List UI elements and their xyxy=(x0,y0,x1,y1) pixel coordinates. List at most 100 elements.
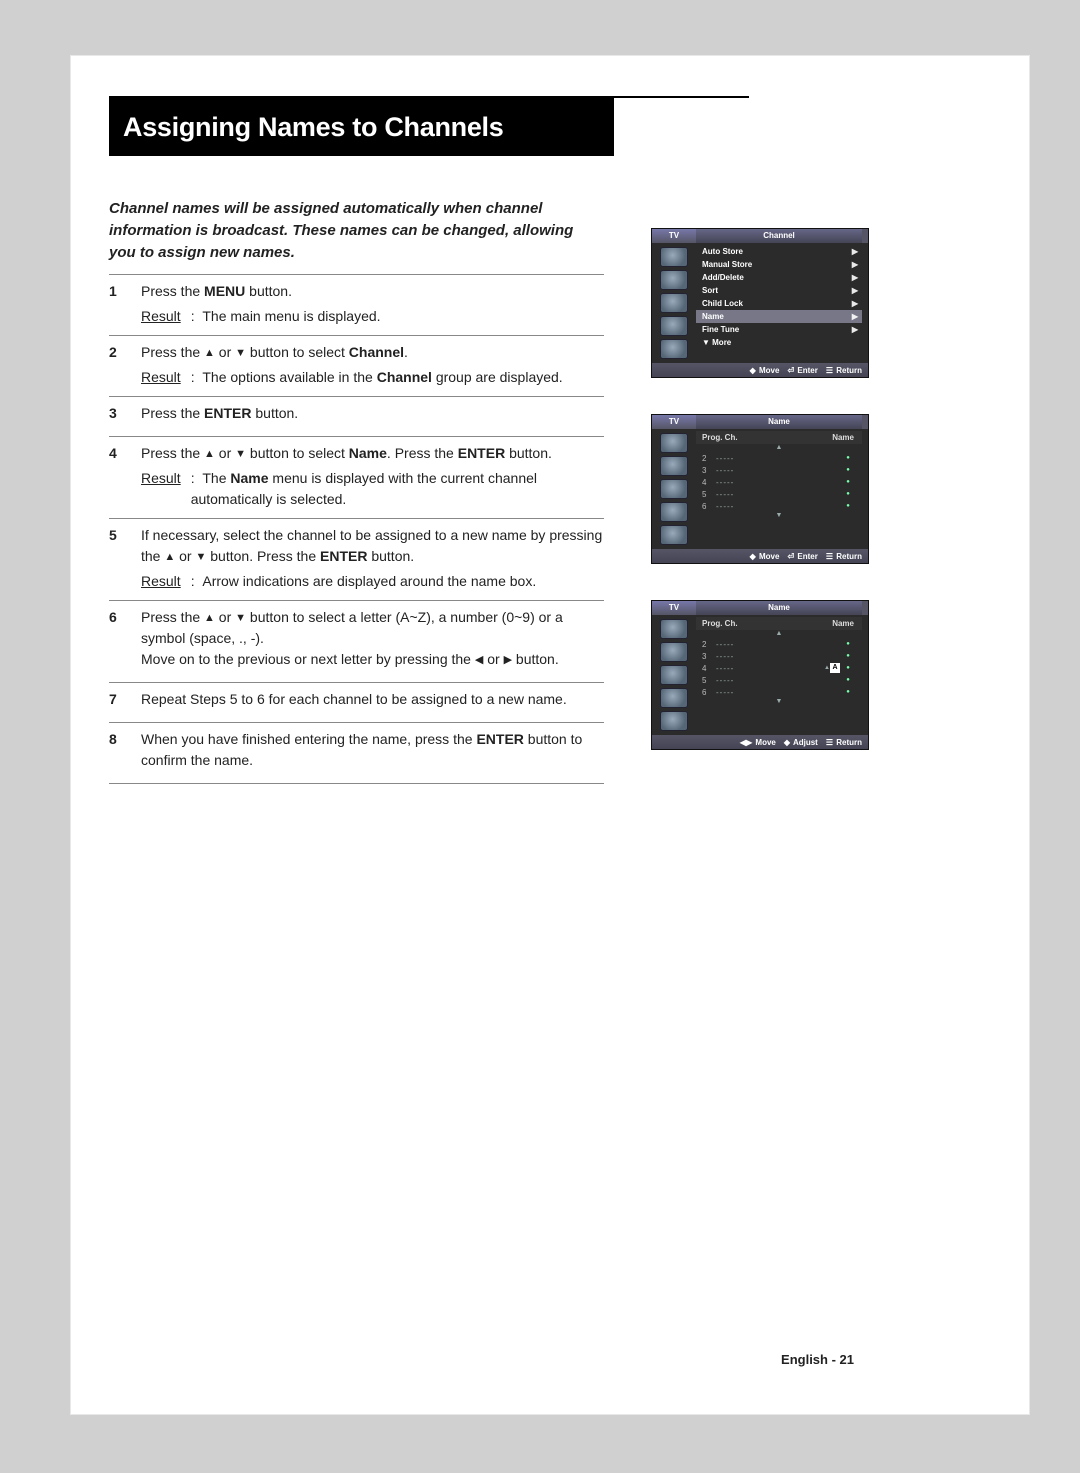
step-result: Result : The main menu is displayed. xyxy=(141,306,604,327)
osd-sidebar-icons xyxy=(652,429,696,549)
step-body: When you have finished entering the name… xyxy=(141,729,604,775)
step-number: 3 xyxy=(109,403,125,428)
channel-row: 3-----● xyxy=(702,650,856,662)
osd-sidebar-icons xyxy=(652,615,696,735)
osd-menu-item: Name▶ xyxy=(696,310,862,323)
osd-tv-label: TV xyxy=(652,415,696,429)
col-name: Name xyxy=(832,619,854,628)
osd-hint: ☰ Return xyxy=(826,738,862,747)
category-icon xyxy=(660,456,688,476)
step-instruction: Press the MENU button. xyxy=(141,281,604,302)
step-number: 4 xyxy=(109,443,125,510)
scroll-down-icon: ▼ xyxy=(696,698,862,706)
step-instruction: Press the ▲ or ▼ button to select Channe… xyxy=(141,342,604,363)
osd-title: Channel xyxy=(696,229,862,243)
osd-menu-item: Child Lock▶ xyxy=(696,297,862,310)
step-instruction: Press the ▲ or ▼ button to select a lett… xyxy=(141,607,604,670)
osd-tv-label: TV xyxy=(652,229,696,243)
channel-row: 6-----● xyxy=(702,686,856,698)
intro-text: Channel names will be assigned automatic… xyxy=(109,198,594,263)
osd-hint: ⏎ Enter xyxy=(787,366,817,375)
step-row: 3 Press the ENTER button. xyxy=(109,396,604,436)
step-number: 5 xyxy=(109,525,125,592)
channel-row: 5-----● xyxy=(702,488,856,500)
category-icon xyxy=(660,619,688,639)
result-label: Result xyxy=(141,306,181,327)
osd-menu-item: ▼ More xyxy=(696,336,862,349)
step-body: If necessary, select the channel to be a… xyxy=(141,525,604,592)
osd-hint: ◆ Move xyxy=(750,366,780,375)
result-text: : The Name menu is displayed with the cu… xyxy=(191,468,604,510)
result-text: : The options available in the Channel g… xyxy=(191,367,563,388)
step-number: 1 xyxy=(109,281,125,327)
result-text: : The main menu is displayed. xyxy=(191,306,381,327)
channel-row: 5-----● xyxy=(702,674,856,686)
result-text: : Arrow indications are displayed around… xyxy=(191,571,537,592)
osd-hint: ◆ Adjust xyxy=(784,738,818,747)
category-icon xyxy=(660,502,688,522)
step-body: Press the ENTER button. xyxy=(141,403,604,428)
step-row: 1 Press the MENU button. Result : The main … xyxy=(109,274,604,335)
category-icon xyxy=(660,525,688,545)
step-number: 2 xyxy=(109,342,125,388)
step-body: Repeat Steps 5 to 6 for each channel to … xyxy=(141,689,604,714)
step-instruction: When you have finished entering the name… xyxy=(141,729,604,771)
step-result: Result : The options available in the Cha… xyxy=(141,367,604,388)
step-row: 5 If necessary, select the channel to be … xyxy=(109,518,604,600)
osd-menu-item: Auto Store▶ xyxy=(696,245,862,258)
channel-row: 2-----● xyxy=(702,638,856,650)
osd-menu-item: Manual Store▶ xyxy=(696,258,862,271)
osd-name-menu: TV Name Prog. Ch. Name ▲ xyxy=(651,414,869,564)
channel-row: 4-----▲ A ● xyxy=(702,662,856,674)
step-number: 6 xyxy=(109,607,125,674)
category-icon xyxy=(660,479,688,499)
page-title: Assigning Names to Channels xyxy=(109,98,614,156)
scroll-down-icon: ▼ xyxy=(696,512,862,520)
step-instruction: Press the ENTER button. xyxy=(141,403,604,424)
step-row: 4 Press the ▲ or ▼ button to select Name.… xyxy=(109,436,604,518)
step-body: Press the MENU button. Result : The main m… xyxy=(141,281,604,327)
category-icon xyxy=(660,339,688,359)
page-footer: English - 21 xyxy=(781,1352,854,1367)
category-icon xyxy=(660,665,688,685)
step-instruction: Repeat Steps 5 to 6 for each channel to … xyxy=(141,689,604,710)
step-result: Result: The Name menu is displayed with … xyxy=(141,468,604,510)
category-icon xyxy=(660,316,688,336)
name-edit-box: A xyxy=(830,663,840,673)
osd-menu-item: Add/Delete▶ xyxy=(696,271,862,284)
osd-hint: ☰ Return xyxy=(826,552,862,561)
steps-list: 1 Press the MENU button. Result : The main … xyxy=(109,274,604,784)
col-name: Name xyxy=(832,433,854,442)
step-row: 2 Press the ▲ or ▼ button to select Chann… xyxy=(109,335,604,396)
channel-row: 3-----● xyxy=(702,464,856,476)
result-label: Result xyxy=(141,367,181,388)
col-prog: Prog. Ch. xyxy=(702,433,738,442)
osd-menu-item: Fine Tune▶ xyxy=(696,323,862,336)
osd-sidebar-icons xyxy=(652,243,696,363)
col-prog: Prog. Ch. xyxy=(702,619,738,628)
osd-name-edit-menu: TV Name Prog. Ch. Name ▲ xyxy=(651,600,869,750)
step-row: 7Repeat Steps 5 to 6 for each channel to… xyxy=(109,682,604,722)
channel-row: 6-----● xyxy=(702,500,856,512)
channel-row: 4-----● xyxy=(702,476,856,488)
step-number: 8 xyxy=(109,729,125,775)
category-icon xyxy=(660,270,688,290)
osd-hint: ☰ Return xyxy=(826,366,862,375)
osd-title: Name xyxy=(696,415,862,429)
category-icon xyxy=(660,642,688,662)
category-icon xyxy=(660,688,688,708)
category-icon xyxy=(660,433,688,453)
osd-menu-item: Sort▶ xyxy=(696,284,862,297)
osd-channel-menu: TV Channel Auto Store▶Manual Store▶Add/D… xyxy=(651,228,869,378)
step-instruction: Press the ▲ or ▼ button to select Name. … xyxy=(141,443,604,464)
step-row: 8 When you have finished entering the nam… xyxy=(109,722,604,784)
category-icon xyxy=(660,711,688,731)
channel-row: 2-----● xyxy=(702,452,856,464)
scroll-up-icon: ▲ xyxy=(696,630,862,638)
result-label: Result xyxy=(141,468,181,510)
osd-hint: ⏎ Enter xyxy=(787,552,817,561)
step-instruction: If necessary, select the channel to be a… xyxy=(141,525,604,567)
osd-hint: ◆ Move xyxy=(750,552,780,561)
osd-title: Name xyxy=(696,601,862,615)
osd-tv-label: TV xyxy=(652,601,696,615)
